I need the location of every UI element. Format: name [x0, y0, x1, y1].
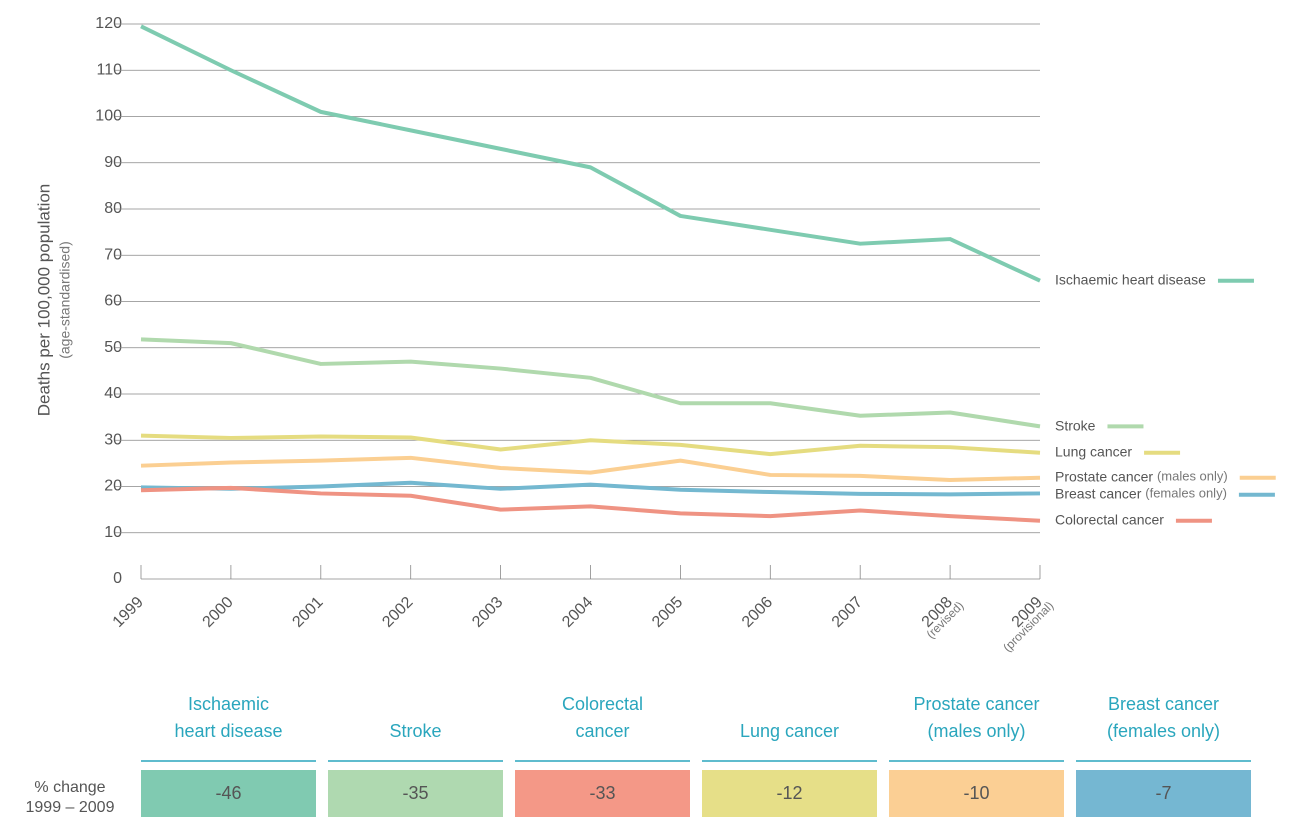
- y-tick-label: 100: [95, 108, 122, 125]
- series-line: [140, 433, 1041, 457]
- x-tick-label: 2001: [289, 594, 326, 631]
- x-tick-label: 2007: [829, 594, 866, 631]
- column-header: cancer: [575, 721, 629, 741]
- column-header: Colorectal: [562, 694, 643, 714]
- legend-label: Colorectal cancer: [1055, 511, 1164, 527]
- column-header: Stroke: [389, 721, 441, 741]
- x-tick-label: 1999: [110, 594, 147, 631]
- x-tick-label: 2006: [739, 594, 776, 631]
- series-line: [140, 455, 1041, 483]
- change-value: -12: [776, 783, 802, 803]
- legend-note: (males only): [1157, 469, 1228, 484]
- change-value: -35: [402, 783, 428, 803]
- change-value: -46: [215, 783, 241, 803]
- legend-label: Prostate cancer (males only): [1055, 468, 1228, 484]
- legend-label: Breast cancer (females only): [1055, 485, 1227, 501]
- y-tick-label: 50: [104, 339, 122, 356]
- column-header: Ischaemic: [188, 694, 269, 714]
- y-tick-label: 20: [104, 478, 122, 495]
- change-cell: [141, 770, 316, 817]
- y-tick-label: 40: [104, 385, 122, 402]
- legend-label: Stroke: [1055, 417, 1096, 433]
- y-tick-label: 30: [104, 431, 122, 448]
- y-tick-label: 110: [96, 61, 122, 78]
- row-label: % change: [34, 779, 105, 796]
- change-cell: [515, 770, 690, 817]
- change-cell: [702, 770, 877, 817]
- y-tick-label: 80: [104, 200, 122, 217]
- x-tick-label: 2003: [469, 594, 506, 631]
- legend-name: Colorectal cancer: [1055, 511, 1164, 527]
- series-line: [140, 485, 1041, 523]
- y-tick-label: 60: [104, 293, 122, 310]
- y-tick-label: 70: [104, 246, 122, 263]
- series-line: [140, 480, 1041, 497]
- x-tick-label: 2005: [649, 594, 686, 631]
- legend-note: (females only): [1145, 486, 1227, 501]
- change-value: -7: [1155, 783, 1171, 803]
- legend-label: Lung cancer: [1055, 443, 1132, 459]
- y-tick-label: 120: [95, 15, 122, 32]
- column-header: heart disease: [174, 721, 282, 741]
- column-header: Breast cancer: [1108, 694, 1219, 714]
- x-tick-label: 2000: [200, 594, 237, 631]
- change-value: -33: [589, 783, 615, 803]
- y-tick-label: 90: [104, 154, 122, 171]
- column-header: Lung cancer: [740, 721, 839, 741]
- legend-name: Breast cancer: [1055, 485, 1145, 501]
- column-header: (females only): [1107, 721, 1220, 741]
- x-tick-label: 2004: [559, 594, 596, 631]
- change-cell: [328, 770, 503, 817]
- change-cell: [889, 770, 1064, 817]
- legend-label: Ischaemic heart disease: [1055, 271, 1206, 287]
- legend-name: Lung cancer: [1055, 443, 1132, 459]
- column-header: Prostate cancer: [913, 694, 1039, 714]
- legend-name: Stroke: [1055, 417, 1096, 433]
- y-axis-sublabel: (age-standardised): [57, 241, 73, 359]
- y-tick-label: 0: [113, 570, 122, 587]
- change-value: -10: [963, 783, 989, 803]
- x-tick-label: 2002: [379, 594, 416, 631]
- series-line: [140, 337, 1041, 429]
- change-cell: [1076, 770, 1251, 817]
- y-axis-label: Deaths per 100,000 population: [34, 184, 53, 417]
- row-label: 1999 – 2009: [26, 799, 115, 816]
- series-line: [140, 24, 1041, 283]
- y-tick-label: 10: [104, 524, 122, 541]
- legend-name: Prostate cancer: [1055, 468, 1157, 484]
- legend-name: Ischaemic heart disease: [1055, 271, 1206, 287]
- column-header: (males only): [927, 721, 1025, 741]
